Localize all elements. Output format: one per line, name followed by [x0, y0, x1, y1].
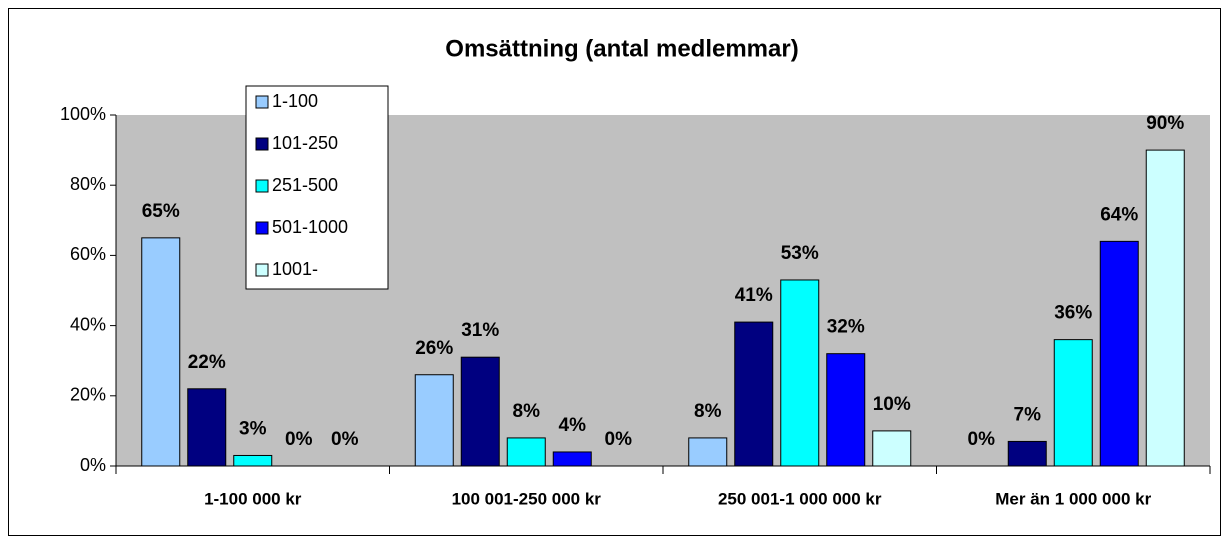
bar	[233, 454, 273, 467]
data-label: 0%	[331, 429, 359, 450]
legend-swatch	[255, 221, 269, 235]
legend-label: 251-500	[272, 175, 338, 195]
bar	[1145, 149, 1185, 467]
bar	[460, 356, 500, 467]
y-tick-label: 0%	[80, 455, 106, 475]
x-tick-label: Mer än 1 000 000 kr	[995, 489, 1151, 508]
data-label: 32%	[827, 317, 865, 338]
bar	[1053, 339, 1093, 467]
bar	[688, 437, 728, 467]
bar	[872, 430, 912, 467]
legend	[245, 85, 389, 290]
x-tick-label: 250 001-1 000 000 kr	[718, 489, 882, 508]
bar	[141, 237, 181, 467]
bar	[552, 451, 592, 467]
data-label: 4%	[559, 415, 587, 436]
legend-label: 1-100	[272, 91, 318, 111]
data-label: 64%	[1100, 204, 1138, 225]
data-label: 22%	[188, 352, 226, 373]
bar	[734, 321, 774, 467]
legend-swatch	[255, 137, 269, 151]
data-label: 10%	[873, 394, 911, 415]
x-tick-label: 1-100 000 kr	[204, 489, 302, 508]
bar	[1099, 240, 1139, 467]
data-label: 26%	[415, 338, 453, 359]
bar	[187, 388, 227, 467]
data-label: 65%	[142, 201, 180, 222]
data-label: 8%	[694, 401, 722, 422]
data-label: 8%	[513, 401, 541, 422]
legend-label: 501-1000	[272, 217, 348, 237]
data-label: 0%	[285, 429, 313, 450]
bar	[1007, 440, 1047, 467]
legend-label: 101-250	[272, 133, 338, 153]
bar	[506, 437, 546, 467]
bar	[826, 353, 866, 467]
data-label: 41%	[735, 285, 773, 306]
y-tick-label: 100%	[60, 104, 106, 124]
legend-swatch	[255, 263, 269, 277]
y-tick-label: 80%	[70, 174, 106, 194]
chart-title: Omsättning (antal medlemmar)	[445, 35, 798, 62]
data-label: 7%	[1014, 404, 1042, 425]
y-tick-label: 40%	[70, 314, 106, 334]
y-tick-label: 60%	[70, 244, 106, 264]
bar	[780, 279, 820, 467]
data-label: 90%	[1146, 113, 1184, 134]
y-tick-label: 20%	[70, 385, 106, 405]
data-label: 3%	[239, 418, 267, 439]
data-label: 0%	[968, 429, 996, 450]
bar	[414, 374, 454, 467]
legend-swatch	[255, 95, 269, 109]
data-label: 53%	[781, 243, 819, 264]
data-label: 0%	[605, 429, 633, 450]
x-tick-label: 100 001-250 000 kr	[452, 489, 602, 508]
legend-swatch	[255, 179, 269, 193]
data-label: 31%	[461, 320, 499, 341]
data-label: 36%	[1054, 303, 1092, 324]
legend-label: 1001-	[272, 259, 318, 279]
